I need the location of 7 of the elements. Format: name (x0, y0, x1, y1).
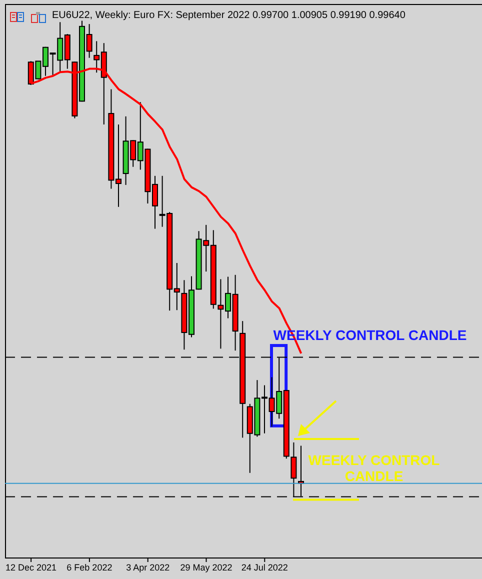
x-tick-label: 12 Dec 2021 (6, 562, 57, 572)
x-tick-label: 6 Feb 2022 (66, 562, 112, 572)
x-tick-label: 29 May 2022 (180, 562, 232, 572)
text: WEEKLY CONTROL CANDLE (307, 452, 441, 484)
chart-title: EU6U22, Weekly: Euro FX: September 2022 0.99700 1.00905 0.99190 0.99640 (52, 10, 406, 22)
x-tick-label: 3 Apr 2022 (126, 562, 170, 572)
x-tick-label: 24 Jul 2022 (241, 562, 288, 572)
